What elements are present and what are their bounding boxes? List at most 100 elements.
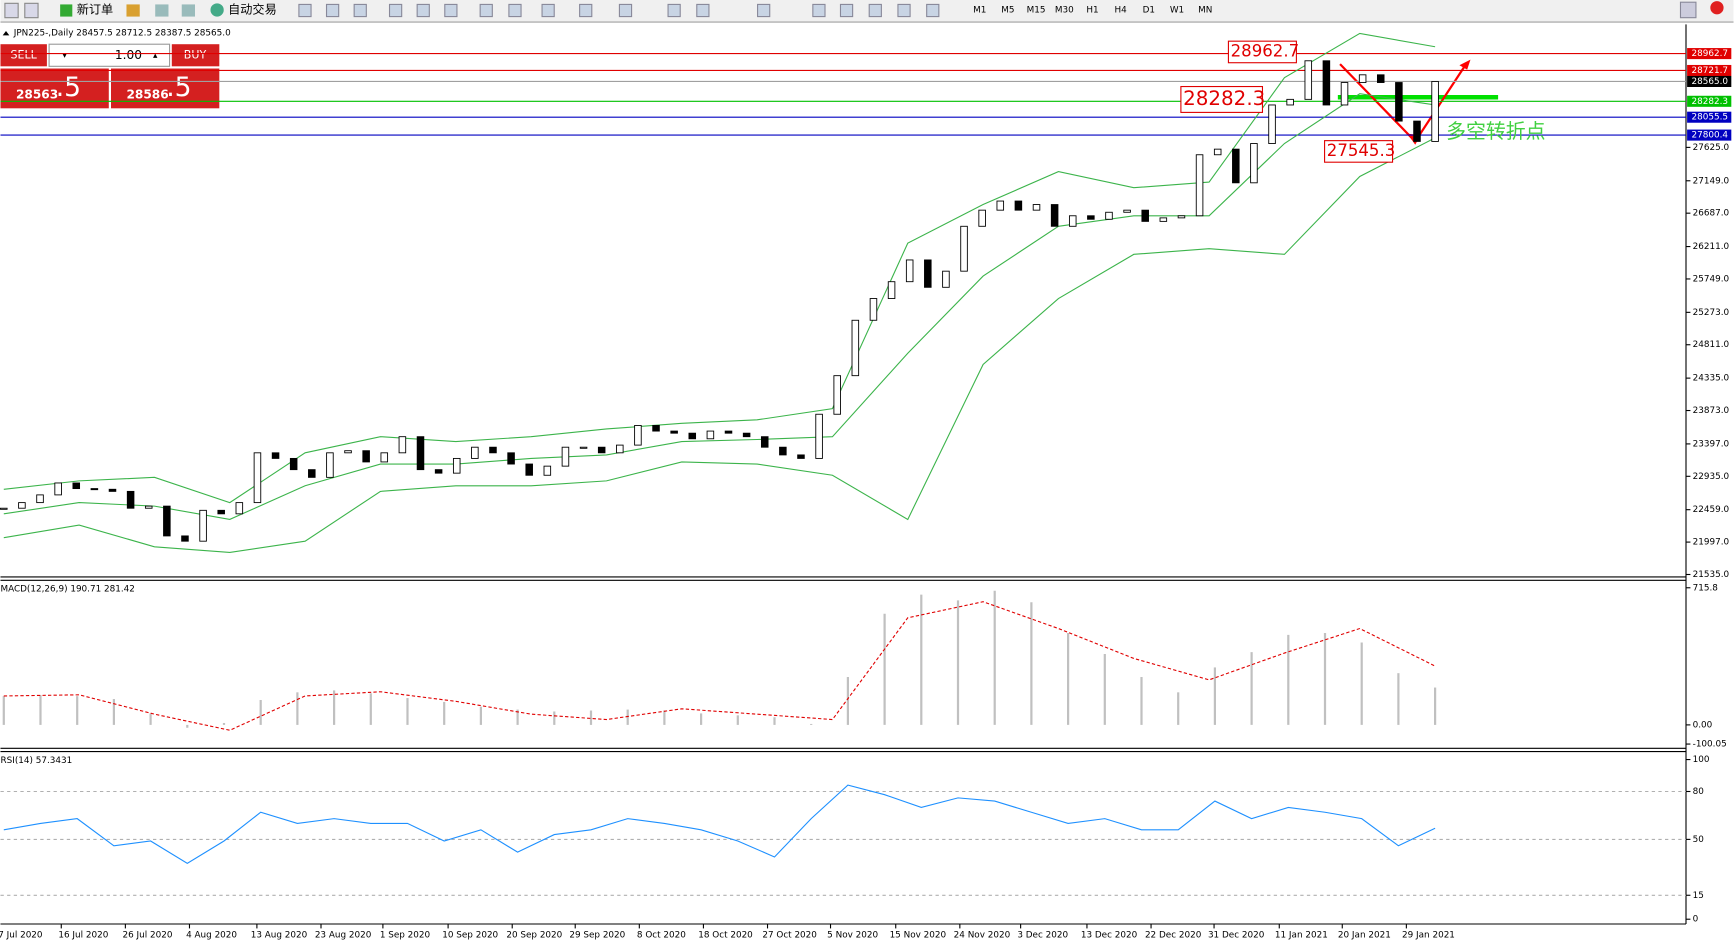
candle — [670, 430, 678, 434]
y-tick-label: 26687.0 — [1693, 209, 1730, 219]
candle — [308, 469, 316, 478]
candle — [1268, 104, 1276, 144]
timeframe-button[interactable]: H4 — [1115, 5, 1128, 15]
candle — [1141, 209, 1149, 222]
x-tick-label: 16 Jul 2020 — [58, 931, 108, 941]
toolbar-icon[interactable] — [181, 4, 195, 17]
timeframe-button[interactable]: H1 — [1086, 5, 1098, 15]
tool-icon[interactable] — [868, 3, 882, 18]
search-icon[interactable] — [1679, 1, 1697, 19]
toolbar-icon[interactable] — [24, 2, 39, 19]
tool-icon[interactable] — [897, 3, 911, 18]
candle — [1322, 60, 1331, 106]
timeframe-button[interactable]: M1 — [973, 5, 986, 15]
candle — [0, 507, 8, 510]
candle — [18, 502, 26, 509]
annotation: 28282.3 — [1183, 87, 1265, 110]
level-label: 27800.4 — [1692, 131, 1729, 141]
ask-price[interactable]: 28586 — [126, 88, 168, 102]
toolbar-icon[interactable] — [4, 2, 19, 19]
x-tick-label: 15 Nov 2020 — [890, 931, 947, 941]
candle — [434, 469, 443, 474]
tool-icon[interactable] — [696, 3, 710, 18]
candle — [235, 502, 244, 515]
tool-icon[interactable] — [325, 3, 340, 18]
level-badge — [1687, 64, 1732, 77]
level-badge — [1687, 75, 1732, 87]
y-tick-label: 24811.0 — [1693, 340, 1730, 350]
candle — [1286, 98, 1294, 106]
tool-icon[interactable] — [926, 3, 940, 18]
x-tick-label: 3 Dec 2020 — [1017, 931, 1068, 941]
y-tick-label: 0 — [1693, 915, 1699, 925]
candle — [779, 446, 787, 456]
toolbar-icon[interactable] — [155, 4, 169, 17]
bid-fraction[interactable]: .5 — [56, 72, 81, 103]
candle — [253, 452, 262, 504]
timeframe-button[interactable]: M15 — [1027, 5, 1046, 15]
candle — [1068, 215, 1077, 227]
bollinger-middle — [3, 93, 1436, 521]
timeframe-button[interactable]: M30 — [1055, 5, 1074, 15]
tool-icon[interactable] — [541, 3, 555, 18]
candle — [163, 505, 171, 537]
new-order-button[interactable]: 新订单 — [77, 1, 113, 16]
buy-button[interactable] — [171, 44, 220, 67]
y-tick-label: 15 — [1693, 891, 1704, 901]
candle — [1195, 154, 1204, 217]
ask-fraction[interactable]: .5 — [166, 72, 191, 103]
timeframe-button[interactable]: MN — [1198, 5, 1212, 15]
sell-button[interactable] — [0, 44, 47, 67]
toolbar-icon[interactable] — [126, 4, 140, 17]
timeframe-button[interactable]: M5 — [1001, 5, 1014, 15]
y-tick-label: 26211.0 — [1693, 242, 1730, 252]
x-tick-label: 7 Jul 2020 — [0, 931, 43, 941]
candle — [1177, 215, 1186, 219]
lot-input[interactable] — [48, 43, 171, 67]
candle — [1014, 200, 1023, 211]
lot-down[interactable]: ▾ — [62, 51, 67, 61]
sell-label[interactable]: SELL — [11, 48, 38, 61]
x-tick-label: 1 Sep 2020 — [380, 931, 431, 941]
tool-icon[interactable] — [353, 3, 367, 18]
x-tick-label: 22 Dec 2020 — [1145, 931, 1202, 941]
timeframe-button[interactable]: W1 — [1170, 5, 1184, 15]
buy-label[interactable]: BUY — [184, 48, 207, 61]
level-label: 28962.7 — [1692, 49, 1729, 59]
level-badge — [1687, 111, 1732, 123]
candle — [1304, 60, 1313, 100]
candle — [1087, 215, 1095, 220]
candle — [1395, 82, 1403, 122]
annotation-box — [1227, 40, 1297, 64]
autotrade-icon[interactable] — [210, 3, 224, 17]
lot-value[interactable]: 1.00 — [115, 48, 142, 62]
y-tick-label: 27149.0 — [1693, 176, 1730, 186]
bid-price[interactable]: 28563 — [16, 88, 58, 102]
tool-icon[interactable] — [388, 3, 403, 18]
timeframe-button[interactable]: D1 — [1143, 5, 1155, 15]
tool-icon[interactable] — [812, 3, 826, 18]
notification-badge[interactable] — [1710, 1, 1724, 15]
tool-icon[interactable] — [444, 3, 458, 18]
tool-icon[interactable] — [839, 3, 854, 18]
tool-icon[interactable] — [416, 3, 430, 18]
annotation: 28962.7 — [1231, 41, 1300, 60]
tool-icon[interactable] — [579, 3, 593, 18]
x-tick-label: 24 Nov 2020 — [954, 931, 1011, 941]
tool-icon[interactable] — [618, 3, 633, 18]
y-tick-label: 50 — [1693, 835, 1705, 845]
tool-icon[interactable] — [479, 3, 493, 18]
candle — [1376, 74, 1385, 83]
candle — [398, 436, 407, 454]
tool-icon[interactable] — [667, 3, 681, 18]
autotrade-button[interactable]: 自动交易 — [228, 1, 277, 16]
candle — [1213, 148, 1222, 156]
tool-icon[interactable] — [508, 3, 522, 18]
tool-icon[interactable] — [757, 3, 771, 18]
tool-icon[interactable] — [298, 3, 312, 18]
new-order-icon[interactable] — [60, 4, 73, 17]
x-tick-label: 11 Jan 2021 — [1275, 931, 1328, 941]
x-tick-label: 18 Oct 2020 — [698, 931, 753, 941]
lot-up[interactable]: ▴ — [153, 51, 158, 61]
